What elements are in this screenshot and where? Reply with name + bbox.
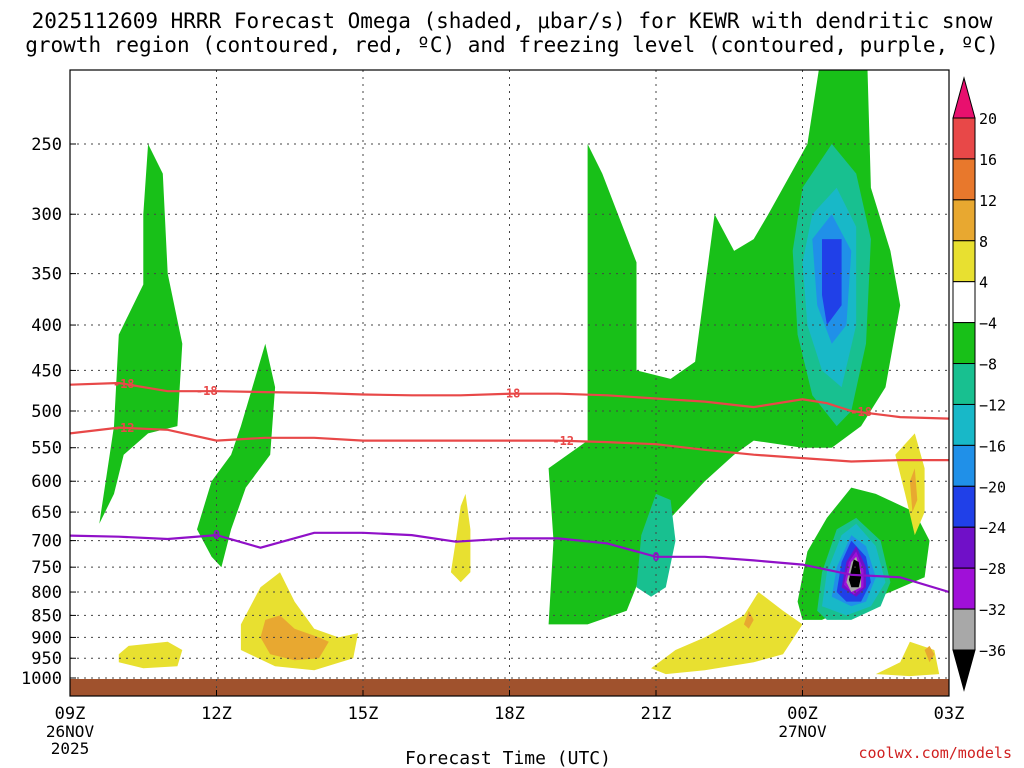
omega-region-24: [909, 468, 918, 513]
omega-region-16: [848, 559, 862, 588]
x-tick-label-15: 00Z: [787, 704, 818, 724]
colorbar-label-3: 8: [979, 233, 988, 251]
contour-label-1-0: -12: [113, 421, 135, 435]
y-tick-label-400: 400: [31, 316, 62, 336]
omega-region-0: [99, 144, 183, 524]
y-tick-label-550: 550: [31, 439, 62, 459]
y-tick-label-650: 650: [31, 503, 62, 523]
omega-region-23: [895, 433, 925, 536]
omega-region-1: [197, 343, 276, 568]
x-axis-title: Forecast Time (UTC): [405, 748, 611, 768]
contour-label-0-2: -18: [499, 387, 521, 401]
contour-label-0-0: -18: [113, 377, 135, 391]
colorbar-box-0: [952, 117, 976, 160]
y-tick-label-900: 900: [31, 628, 62, 648]
chart-title-line-1: 2025112609 HRRR Forecast Omega (shaded, …: [31, 9, 993, 33]
y-tick-label-800: 800: [31, 583, 62, 603]
colorbar-label-10: −24: [979, 519, 1006, 537]
y-tick-label-950: 950: [31, 649, 62, 669]
y-tick-label-250: 250: [31, 135, 62, 155]
colorbar-label-4: 4: [979, 274, 988, 292]
x-tick-label-18: 03Z: [934, 704, 965, 724]
colorbar-box-3: [952, 240, 976, 283]
credit-text: coolwx.com/models: [858, 744, 1012, 762]
contour--18-c0: [70, 381, 949, 420]
colorbar-box-2: [952, 199, 976, 242]
omega-region-8: [822, 239, 842, 325]
chart-title-line-2: growth region (contoured, red, ºC) and f…: [25, 33, 999, 57]
colorbar-label-13: −36: [979, 642, 1006, 660]
colorbar-label-8: −16: [979, 437, 1006, 455]
contour-label-2-0: 0: [213, 528, 220, 542]
colorbar-label-1: 16: [979, 151, 997, 169]
colorbar-box-9: [952, 485, 976, 528]
y-tick-label-600: 600: [31, 472, 62, 492]
omega-fill-layer: [99, 70, 940, 677]
y-tick-label-1000: 1000: [21, 669, 62, 689]
colorbar-label-2: 12: [979, 192, 997, 210]
y-tick-label-750: 750: [31, 558, 62, 578]
omega-region-17: [118, 641, 183, 669]
colorbar-box-6: [952, 363, 976, 405]
contour-layer: -18 -18 -18 -18 -12 -12 0 0: [70, 377, 949, 594]
omega-region-4: [636, 493, 676, 597]
omega-region-22: [743, 610, 754, 629]
colorbar-box-10: [952, 526, 976, 569]
omega-region-20: [450, 493, 471, 583]
y-tick-label-850: 850: [31, 606, 62, 626]
colorbar: 20 16 12 8 4 −4 −8 −12 −16 −20 −24 −28 −32 −36: [952, 76, 1006, 692]
colorbar-label-11: −28: [979, 560, 1006, 578]
colorbar-box-7: [952, 403, 976, 446]
omega-region-21: [651, 592, 803, 675]
y-tick-label-300: 300: [31, 205, 62, 225]
colorbar-cap-bottom: [952, 649, 976, 692]
y-tick-label-350: 350: [31, 265, 62, 285]
x-tick-label-3: 12Z: [201, 704, 232, 724]
y-tick-label-450: 450: [31, 361, 62, 381]
x-tick-label-9: 18Z: [494, 704, 525, 724]
contour--12-c1: [70, 426, 949, 463]
colorbar-label-12: −32: [979, 601, 1006, 619]
colorbar-box-5: [952, 322, 976, 365]
contour-label-0-1: -18: [196, 384, 218, 398]
colorbar-box-12: [952, 608, 976, 651]
colorbar-cap-top: [952, 76, 976, 119]
x-tick-label-12: 21Z: [641, 704, 672, 724]
x-tick-label-6: 15Z: [348, 704, 379, 724]
x-tick-label-0: 09Z: [55, 704, 86, 724]
y-tick-label-700: 700: [31, 532, 62, 552]
x-date-label-15: 27NOV: [778, 722, 827, 741]
contour-label-2-1: 0: [652, 550, 659, 564]
colorbar-box-8: [952, 444, 976, 487]
x-year-label-0: 2025: [51, 739, 90, 758]
contour-0-c2: [70, 531, 949, 594]
contour-label-0-3: -18: [850, 405, 872, 419]
colorbar-label-9: −20: [979, 478, 1006, 496]
colorbar-box-1: [952, 158, 976, 201]
colorbar-label-7: −12: [979, 396, 1006, 414]
colorbar-label-5: −4: [979, 315, 997, 333]
colorbar-label-6: −8: [979, 356, 997, 374]
colorbar-box-4: [952, 281, 976, 324]
y-tick-label-500: 500: [31, 402, 62, 422]
omega-region-25: [875, 641, 940, 677]
colorbar-label-0: 20: [979, 110, 997, 128]
pressure-axis: 2503003504004505005506006507007508008509…: [21, 135, 76, 689]
x-date-label-0: 26NOV: [46, 722, 95, 741]
colorbar-box-11: [952, 567, 976, 610]
contour-label-1-1: -12: [552, 434, 574, 448]
